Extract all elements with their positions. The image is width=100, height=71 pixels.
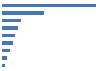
Bar xyxy=(2,11,44,15)
Bar xyxy=(2,49,10,52)
Bar xyxy=(2,4,96,7)
Bar xyxy=(2,41,13,45)
Bar xyxy=(2,34,15,37)
Bar xyxy=(2,56,7,60)
Bar xyxy=(2,26,18,30)
Bar xyxy=(2,19,21,22)
Bar xyxy=(2,64,5,67)
